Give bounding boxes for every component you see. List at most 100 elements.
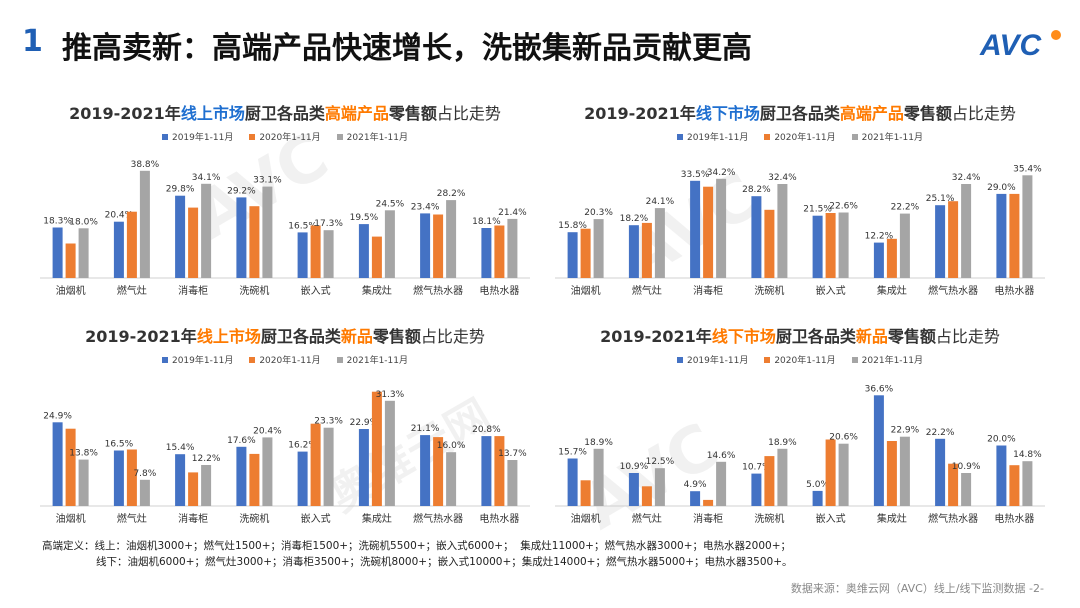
bar-2019 bbox=[358, 429, 369, 506]
category-label: 嵌入式 bbox=[816, 284, 846, 297]
section-number: 1 bbox=[22, 24, 43, 59]
bar-2020 bbox=[948, 201, 959, 278]
bar-2020 bbox=[886, 441, 897, 506]
chart-title: 2019-2021年线上市场厨卫各品类新品零售额占比走势 bbox=[30, 323, 540, 347]
chart-legend: 2019年1-11月 2020年1-11月 2021年1-11月 bbox=[545, 130, 1055, 143]
bar-2021 bbox=[899, 213, 910, 278]
bar-2021 bbox=[1022, 175, 1033, 278]
title-part: 新品 bbox=[340, 327, 373, 346]
category-label: 集成灶 bbox=[362, 284, 392, 297]
chart-offline-new: 2019-2021年线下市场厨卫各品类新品零售额占比走势 2019年1-11月 … bbox=[545, 323, 1055, 528]
bar-2020 bbox=[433, 437, 444, 506]
bar-2019 bbox=[690, 180, 701, 278]
chart-legend: 2019年1-11月 2020年1-11月 2021年1-11月 bbox=[545, 353, 1055, 366]
data-label: 29.2% bbox=[227, 186, 256, 196]
category-label: 洗碗机 bbox=[754, 284, 784, 297]
bar-2021 bbox=[654, 468, 665, 506]
bar-2020 bbox=[825, 439, 836, 506]
legend-label: 2019年1-11月 bbox=[686, 356, 749, 366]
bar-2019 bbox=[628, 473, 639, 506]
data-label: 13.8% bbox=[69, 449, 98, 459]
category-label: 电热水器 bbox=[479, 512, 519, 525]
data-label: 16.5% bbox=[105, 440, 134, 450]
bar-2021 bbox=[139, 170, 150, 278]
data-label: 20.3% bbox=[584, 208, 613, 218]
bar-2019 bbox=[690, 491, 701, 506]
category-label: 燃气灶 bbox=[632, 284, 662, 297]
data-label: 18.1% bbox=[472, 217, 501, 227]
bar-2019 bbox=[567, 458, 578, 506]
bar-2019 bbox=[751, 196, 762, 278]
title-part: 厨卫各品类 bbox=[759, 104, 840, 123]
bar-2019 bbox=[420, 213, 431, 278]
data-label: 38.8% bbox=[131, 160, 160, 170]
bar-2021 bbox=[384, 210, 395, 278]
legend-item: 2021年1-11月 bbox=[851, 130, 924, 143]
bar-2020 bbox=[494, 436, 505, 506]
legend-label: 2021年1-11月 bbox=[346, 356, 409, 366]
data-label: 20.4% bbox=[253, 426, 282, 436]
bar-2021 bbox=[777, 448, 788, 506]
data-label: 22.6% bbox=[829, 202, 858, 212]
category-label: 油烟机 bbox=[56, 284, 86, 297]
bar-2020 bbox=[433, 214, 444, 278]
bar-2020 bbox=[825, 213, 836, 278]
data-label: 16.0% bbox=[437, 441, 466, 451]
legend-label: 2021年1-11月 bbox=[346, 133, 409, 143]
data-label: 31.3% bbox=[376, 390, 405, 400]
title-part: 厨卫各品类 bbox=[775, 327, 856, 346]
bar-2020 bbox=[494, 225, 505, 278]
legend-label: 2021年1-11月 bbox=[861, 133, 924, 143]
data-label: 20.6% bbox=[829, 433, 858, 443]
legend-label: 2020年1-11月 bbox=[774, 133, 836, 143]
bar-2021 bbox=[201, 465, 212, 506]
title-part: 高端产品 bbox=[839, 104, 904, 123]
bar-2021 bbox=[593, 448, 604, 506]
bar-2021 bbox=[78, 228, 89, 278]
bar-2021 bbox=[1022, 461, 1033, 506]
data-label: 12.5% bbox=[646, 457, 675, 467]
title-part: 2019-2021年 bbox=[85, 327, 197, 346]
data-label: 24.1% bbox=[646, 197, 675, 207]
title-part: 零售额 bbox=[903, 104, 952, 123]
bar-2020 bbox=[126, 211, 137, 278]
bar-2020 bbox=[764, 456, 775, 506]
bar-2019 bbox=[628, 225, 639, 278]
category-label: 集成灶 bbox=[877, 284, 907, 297]
chart-title: 2019-2021年线下市场厨卫各品类新品零售额占比走势 bbox=[545, 323, 1055, 347]
bar-2019 bbox=[236, 446, 247, 506]
data-label: 32.4% bbox=[768, 173, 797, 183]
bar-2020 bbox=[886, 238, 897, 278]
bar-2021 bbox=[777, 184, 788, 278]
title-part: 零售额 bbox=[372, 327, 421, 346]
chart-plot: 24.9% 13.8% 油烟机 16.5% 7.8% 燃气灶 15.4%12.2% 消毒柜 17… bbox=[40, 390, 530, 525]
legend-item: 2021年1-11月 bbox=[336, 130, 409, 143]
data-label: 13.7% bbox=[498, 449, 527, 459]
chart-title: 2019-2021年线上市场厨卫各品类高端产品零售额占比走势 bbox=[30, 100, 540, 124]
title-part: 新品 bbox=[855, 327, 888, 346]
bar-2021 bbox=[507, 218, 518, 278]
bar-2021 bbox=[384, 400, 395, 506]
bar-2021 bbox=[139, 479, 150, 506]
data-label: 17.6% bbox=[227, 436, 256, 446]
legend-label: 2020年1-11月 bbox=[774, 356, 836, 366]
bar-2021 bbox=[262, 186, 273, 278]
bar-2021 bbox=[78, 459, 89, 506]
chart-online-new: 2019-2021年线上市场厨卫各品类新品零售额占比走势 2019年1-11月 … bbox=[30, 323, 540, 528]
data-label: 25.1% bbox=[926, 194, 955, 204]
data-label: 18.0% bbox=[69, 217, 98, 227]
title-part: 厨卫各品类 bbox=[260, 327, 341, 346]
category-label: 燃气热水器 bbox=[413, 284, 463, 297]
bar-2020 bbox=[188, 472, 199, 506]
bar-2019 bbox=[175, 195, 186, 278]
data-label: 12.2% bbox=[865, 232, 894, 242]
title-part: 2019-2021年 bbox=[69, 104, 181, 123]
data-label: 34.2% bbox=[707, 168, 736, 178]
data-label: 14.8% bbox=[1013, 450, 1042, 460]
bar-2020 bbox=[948, 463, 959, 507]
bar-2019 bbox=[236, 197, 247, 278]
data-label: 15.7% bbox=[558, 448, 587, 458]
data-label: 5.0% bbox=[806, 480, 829, 490]
title-part: 零售额 bbox=[388, 104, 437, 123]
data-label: 21.1% bbox=[411, 424, 440, 434]
